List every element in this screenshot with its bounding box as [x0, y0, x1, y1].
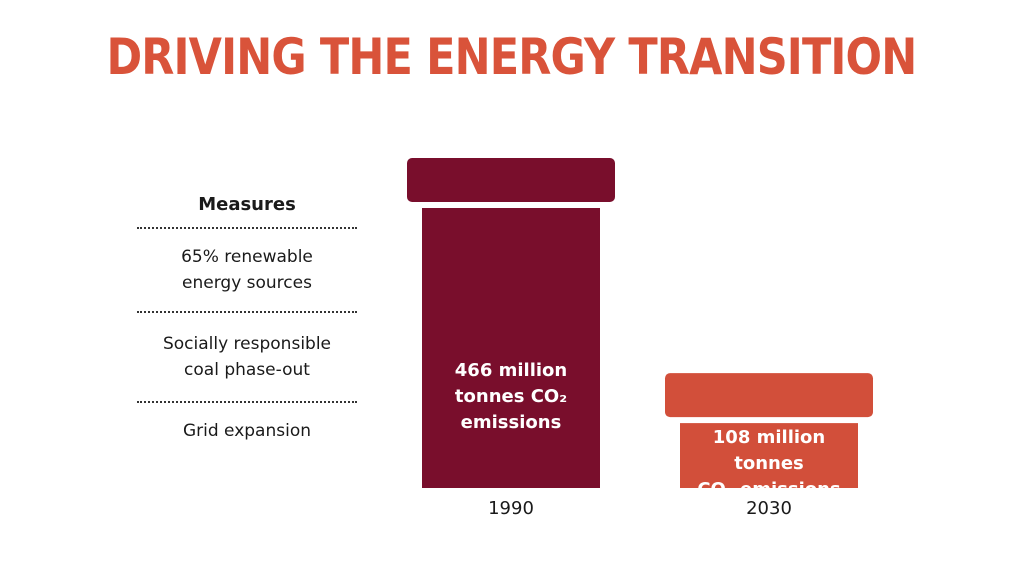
bar-lid-1990	[407, 158, 615, 202]
measure-item-coal-phase-out: Socially responsible coal phase-out	[137, 313, 357, 403]
measure-item-label: Socially responsible coal phase-out	[162, 334, 332, 380]
category-label-2030: 2030	[746, 498, 792, 519]
bar-data-label-2030: 108 million tonnes CO₂ emissions	[697, 427, 841, 501]
bar-1990	[422, 208, 600, 488]
bar-data-label-1990: 466 million tonnes CO₂ emissions	[454, 360, 568, 433]
measure-item-renewables: 65% renewable energy sources	[137, 229, 357, 313]
measure-item-label: Grid expansion	[182, 421, 312, 441]
measures-heading: Measures	[137, 185, 357, 229]
measure-item-grid-expansion: Grid expansion	[137, 403, 357, 459]
bar-lid-2030	[665, 373, 873, 418]
measures-list: Measures 65% renewable energy sources So…	[137, 185, 357, 459]
category-label-1990: 1990	[488, 498, 534, 519]
page-title: DRIVING THE ENERGY TRANSITION	[106, 28, 917, 86]
measure-item-label: 65% renewable energy sources	[181, 247, 313, 293]
bar-2030	[680, 423, 858, 488]
